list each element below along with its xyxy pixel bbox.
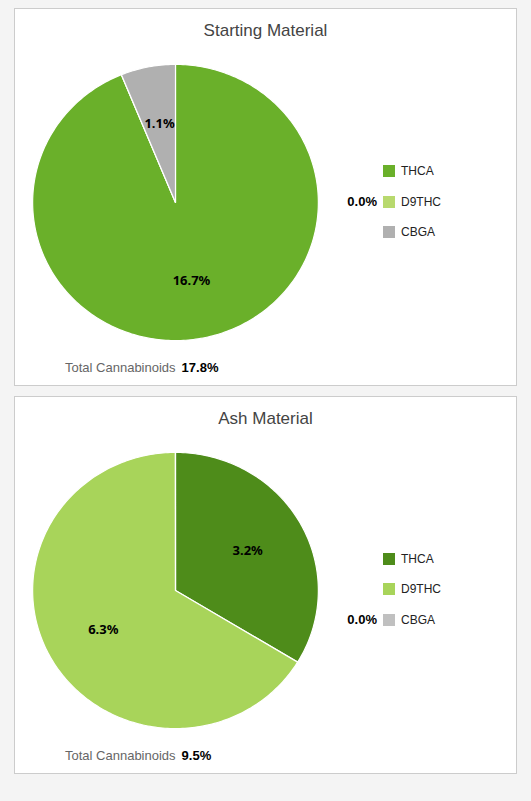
html-text:D9THC: D9THC [401,582,441,596]
html-text:Total Cannabinoids 9.5%: Total Cannabinoids 9.5% [65,748,212,763]
html-text:0.0%: 0.0% [347,194,377,209]
html-text:Starting Material: Starting Material [203,21,328,40]
html-text:Ash Material: Ash Material [218,409,313,428]
svg-text:16.7%: 16.7% [173,271,211,289]
html-text:CBGA: CBGA [401,225,435,239]
html-text:D9THC: D9THC [401,194,441,209]
svg-text:3.2%: 3.2% [233,541,264,559]
html-text:THCA: THCA [401,552,434,566]
html-text:Total Cannabinoids 17.8%: Total Cannabinoids 17.8% [65,360,219,375]
html-text:CBGA: CBGA [401,612,435,627]
svg-text:6.3%: 6.3% [88,619,119,637]
html-text:0.0%: 0.0% [347,612,377,627]
svg-text:1.1%: 1.1% [144,114,175,132]
html-text:THCA: THCA [401,164,434,178]
